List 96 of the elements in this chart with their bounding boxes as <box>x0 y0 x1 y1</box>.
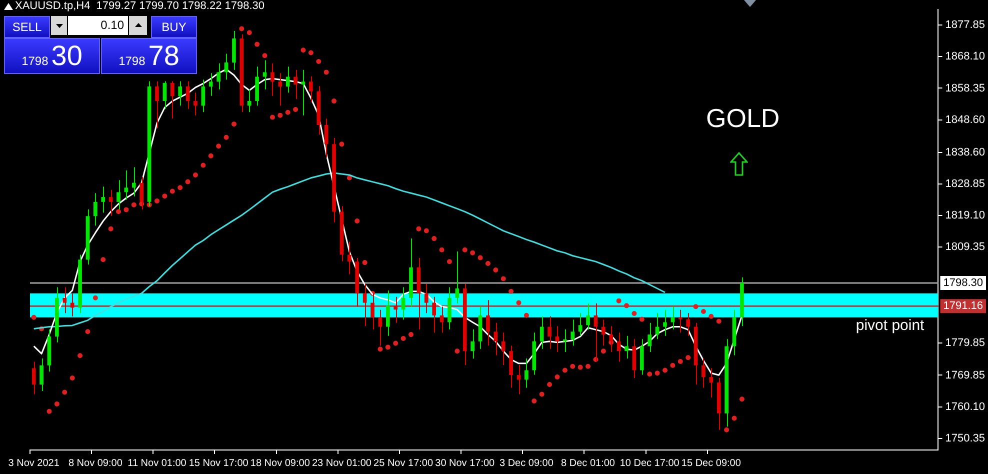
candlestick <box>378 309 382 346</box>
candlestick <box>470 328 474 360</box>
y-tick-label: 1877.85 <box>945 19 986 32</box>
candlestick <box>162 80 167 110</box>
annotation: 1798 <box>118 54 146 68</box>
candlestick <box>516 364 521 395</box>
candlestick <box>386 290 390 336</box>
candlestick <box>362 283 367 327</box>
y-tick-label: 1760.10 <box>945 400 986 413</box>
x-tick-label: 30 Nov 17:00 <box>435 458 496 469</box>
candlestick <box>424 283 428 314</box>
x-tick-label: 10 Dec 17:00 <box>620 458 680 469</box>
candlestick <box>155 80 159 129</box>
candlestick <box>216 62 220 90</box>
candlestick <box>348 241 352 275</box>
candlestick <box>124 170 128 200</box>
candlestick <box>570 319 575 346</box>
candlestick <box>208 72 213 96</box>
annotation: 1798 <box>22 54 48 68</box>
candlestick <box>524 358 528 388</box>
candlestick <box>132 166 136 197</box>
candlestick <box>178 80 182 106</box>
candlestick <box>501 332 506 366</box>
candlestick <box>101 186 106 214</box>
x-tick-label: 3 Dec 09:00 <box>499 458 554 469</box>
candlestick <box>62 286 67 314</box>
candlestick <box>324 118 328 158</box>
y-tick-label: 1848.60 <box>945 114 986 126</box>
ref-line-label: 1791.16 <box>943 300 984 312</box>
x-tick-label: 11 Nov 01:00 <box>128 458 187 469</box>
candlestick <box>309 76 313 103</box>
candlestick <box>286 66 290 94</box>
chart-title: XAUUSD.tp,H4 1799.27 1799.70 1798.22 1798.30 <box>15 0 265 12</box>
candlestick <box>40 358 44 392</box>
candlestick <box>486 300 490 346</box>
candlestick <box>170 80 174 120</box>
candlestick <box>686 312 690 336</box>
candlestick <box>648 322 652 353</box>
annotation: GOLD <box>706 103 780 134</box>
candlestick <box>247 88 252 113</box>
candlestick <box>270 62 274 96</box>
y-tick-label: 1858.35 <box>945 82 986 94</box>
x-tick-label: 15 Dec 09:00 <box>681 458 742 469</box>
candlestick <box>455 251 460 304</box>
x-tick-label: 8 Nov 09:00 <box>68 458 123 469</box>
candlestick <box>563 328 567 353</box>
candlestick <box>640 338 644 376</box>
candlestick <box>494 322 498 356</box>
candlestick <box>663 309 667 336</box>
candlestick <box>108 189 113 216</box>
candlestick <box>601 319 606 346</box>
candlestick <box>702 358 706 388</box>
candlestick <box>94 192 98 226</box>
x-tick-label: 18 Nov 09:00 <box>250 458 310 469</box>
y-tick-label: 1828.85 <box>945 178 986 190</box>
candlestick <box>394 296 398 324</box>
candlestick <box>555 326 560 353</box>
candlestick <box>509 345 513 388</box>
x-tick-label: 15 Nov 17:00 <box>188 458 249 469</box>
candlestick <box>586 302 590 330</box>
candlestick <box>278 72 282 106</box>
ref-line-label: 1798.30 <box>943 277 984 290</box>
x-tick-label: 25 Nov 17:00 <box>374 458 434 469</box>
candlestick <box>194 92 198 116</box>
x-tick-label: 23 Nov 01:00 <box>312 458 372 469</box>
candlestick <box>548 316 552 350</box>
y-tick-label: 1819.10 <box>945 210 986 222</box>
candlestick <box>578 312 582 336</box>
candlestick <box>709 368 714 398</box>
annotation: SELL <box>4 16 50 38</box>
x-tick-label: 8 Dec 01:00 <box>561 458 616 469</box>
y-tick-label: 1769.85 <box>945 369 986 382</box>
candlestick <box>70 293 74 317</box>
annotation: 30 <box>51 39 82 73</box>
candlestick <box>632 338 636 379</box>
annotation: 78 <box>148 39 180 73</box>
annotation: 0.10 <box>68 16 128 35</box>
candlestick <box>432 296 436 334</box>
band-label: pivot point <box>856 317 926 334</box>
y-tick-label: 1750.35 <box>945 432 986 445</box>
y-tick-label: 1809.35 <box>945 241 986 254</box>
y-tick-label: 1868.10 <box>945 50 986 63</box>
candlestick <box>294 69 298 100</box>
candlestick <box>262 60 267 90</box>
candlestick <box>301 69 306 116</box>
candlestick <box>678 309 682 334</box>
y-tick-label: 1779.85 <box>945 336 986 349</box>
candlestick <box>232 30 236 70</box>
candlestick <box>201 79 206 113</box>
candlestick <box>540 316 544 350</box>
candlestick <box>32 361 36 395</box>
annotation: BUY <box>151 16 197 38</box>
x-tick-label: 3 Nov 2021 <box>8 458 60 469</box>
candlestick <box>624 335 628 360</box>
y-tick-label: 1838.60 <box>945 146 986 158</box>
candlestick <box>186 80 190 110</box>
